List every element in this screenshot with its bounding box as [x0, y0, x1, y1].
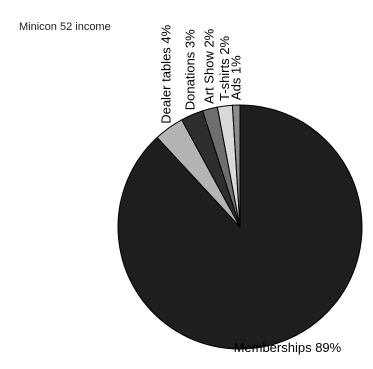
slice-label: T-shirts 2%	[217, 36, 232, 101]
pie-slice	[231, 104, 241, 228]
slice-label: Ads 1%	[229, 55, 244, 100]
pie-slices	[117, 104, 363, 350]
slice-label: Art Show 2%	[201, 28, 216, 104]
slice-labels: Memberships 89% Dealer tables 4% Donations…	[159, 24, 342, 355]
slice-label: Donations 3%	[183, 29, 198, 110]
slice-label: Memberships 89%	[234, 340, 342, 355]
chart-title: Minicon 52 income	[19, 21, 111, 33]
slice-label: Dealer tables 4%	[159, 24, 174, 123]
